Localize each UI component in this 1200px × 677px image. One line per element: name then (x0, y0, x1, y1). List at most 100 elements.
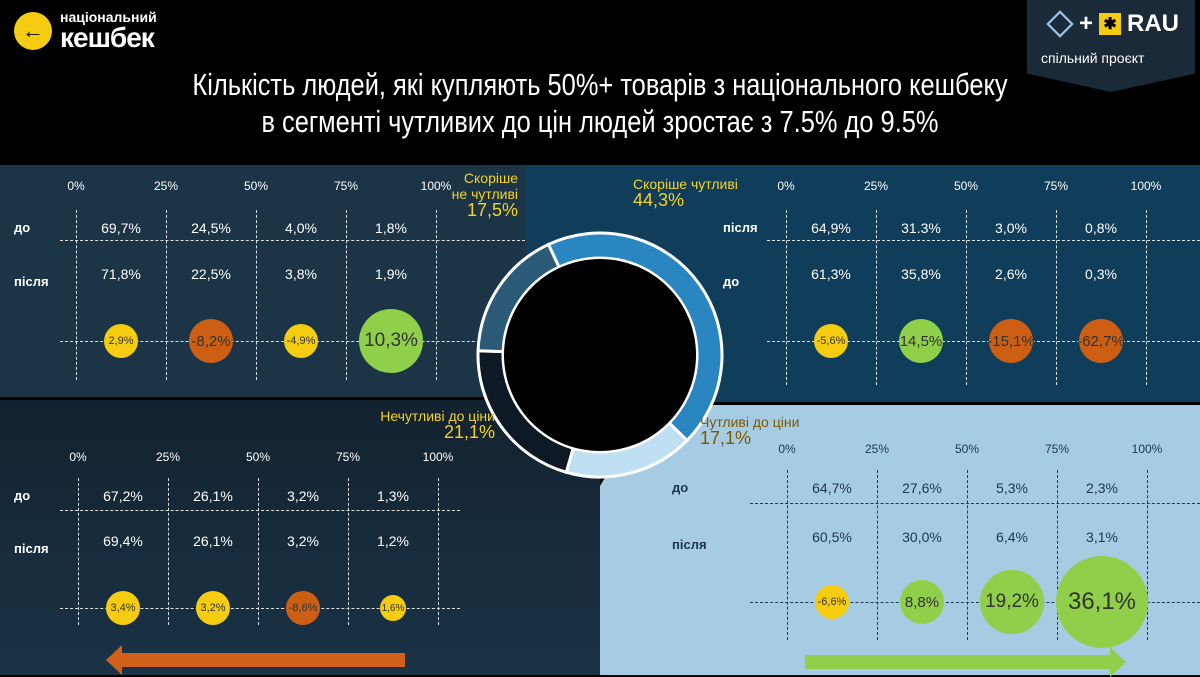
row-label: до (14, 220, 31, 235)
segment-share: 21,1% (443, 422, 495, 442)
change-bubble: -6,6% (815, 585, 849, 619)
grid-vertical-line (876, 210, 877, 385)
cell-value: 27,6% (902, 480, 942, 496)
grid-vertical-line (438, 478, 439, 625)
grid-vertical-line (877, 470, 878, 640)
grid-horizontal-line (60, 510, 460, 511)
axis-tick-label: 50% (954, 442, 980, 456)
partner-badge: + ✱ RAU спільний проєкт (1027, 0, 1195, 92)
change-bubble: 14,5% (899, 319, 943, 363)
cell-value: 67,2% (103, 488, 143, 504)
cell-value: 24,5% (191, 220, 231, 236)
grid-vertical-line (346, 210, 347, 380)
axis-tick-label: 0% (67, 179, 85, 193)
change-bubble: -8,6% (286, 591, 320, 625)
cell-value: 1,9% (375, 266, 407, 282)
cell-value: 31.3% (901, 220, 941, 236)
segment-label: Чутливі до ціни 17,1% (700, 414, 860, 447)
axis-tick-label: 100% (1130, 179, 1162, 193)
cell-value: 30,0% (902, 529, 942, 545)
grid-vertical-line (1056, 210, 1057, 385)
segment-name: Нечутливі до ціни (380, 408, 495, 424)
change-bubble: -8,2% (189, 319, 233, 363)
national-cashback-logo: ← національний кешбек (14, 9, 157, 53)
change-bubble: 36,1% (1056, 556, 1148, 648)
cell-value: 60,5% (812, 529, 852, 545)
axis-tick-label: 0% (778, 442, 796, 456)
axis-tick-label: 25% (153, 179, 179, 193)
cell-value: 2,3% (1086, 480, 1118, 496)
cell-value: 3,0% (995, 220, 1027, 236)
quadrant-rather-insensitive: 0% 25% 50% 75% 100% до 69,7% 24,5% 4,0% 1,8% після… (0, 165, 525, 397)
segment-label: Скоріше чутливі 44,3% (633, 176, 793, 210)
segment-label: Скоріше не чутливі 17,5% (448, 170, 518, 220)
decrease-arrow (106, 645, 405, 675)
cell-value: 0,3% (1085, 266, 1117, 282)
arrow-left-coin-icon: ← (14, 11, 52, 50)
partner-diamond-icon (1046, 10, 1074, 38)
grid-vertical-line (78, 478, 79, 625)
axis-tick-label: 50% (243, 179, 269, 193)
cell-value: 0,8% (1085, 220, 1117, 236)
cell-value: 4,0% (285, 220, 317, 236)
grid-vertical-line (966, 210, 967, 385)
cell-value: 64,9% (811, 220, 851, 236)
axis-tick-label: 50% (245, 450, 271, 464)
change-bubble: -15,1% (987, 319, 1035, 363)
axis-tick-label: 100% (1131, 442, 1163, 456)
segment-name: Чутливі до ціни (700, 414, 800, 430)
cell-value: 61,3% (811, 266, 851, 282)
grid-vertical-line (1147, 470, 1148, 640)
grid-vertical-line (1146, 210, 1147, 385)
row-label: до (672, 480, 689, 495)
cell-value: 69,7% (101, 220, 141, 236)
grid-vertical-line (348, 478, 349, 625)
axis-tick-label: 75% (1043, 179, 1069, 193)
cell-value: 26,1% (193, 533, 233, 549)
grid-vertical-line (787, 470, 788, 640)
change-bubble: 2,9% (104, 324, 138, 358)
grid-horizontal-line (750, 602, 1200, 603)
cell-value: 3,1% (1086, 529, 1118, 545)
rau-name: RAU (1127, 10, 1180, 37)
cell-value: 35,8% (901, 266, 941, 282)
quadrant-insensitive: 0% 25% 50% 75% 100% до 67,2% 26,1% 3,2% 1,3% після… (0, 400, 600, 675)
rau-star-icon: ✱ (1099, 13, 1122, 35)
grid-vertical-line (256, 210, 257, 380)
grid-vertical-line (967, 470, 968, 640)
logo-line2: кешбек (60, 22, 155, 53)
ring-center (504, 259, 696, 451)
row-label: після (14, 274, 49, 289)
cell-value: 64,7% (812, 480, 852, 496)
grid-vertical-line (168, 478, 169, 625)
axis-tick-label: 0% (777, 179, 795, 193)
logo-line1: національний (60, 9, 157, 25)
axis-tick-label: 25% (155, 450, 181, 464)
segment-share: 17,5% (466, 200, 518, 220)
change-bubble: 19,2% (980, 570, 1044, 634)
grid-horizontal-line (767, 240, 1200, 241)
change-bubble: -5,6% (814, 324, 848, 358)
row-label: до (723, 274, 740, 289)
row-label: до (14, 488, 31, 503)
grid-horizontal-line (60, 240, 525, 241)
segment-ring (476, 231, 724, 479)
row-label: після (14, 541, 49, 556)
cell-value: 3,2% (287, 533, 319, 549)
grid-vertical-line (436, 210, 437, 380)
cell-value: 5,3% (996, 480, 1028, 496)
quadrant-sensitive: 0% 25% 50% 75% 100% до 64,7% 27,6% 5,3% 2,3% після… (600, 405, 1200, 675)
cell-value: 1,8% (375, 220, 407, 236)
axis-tick-label: 100% (422, 450, 454, 464)
change-bubble: 1,6% (380, 595, 406, 621)
grid-horizontal-line (60, 608, 460, 609)
segment-share: 44,3% (633, 190, 685, 210)
cell-value: 3,8% (285, 266, 317, 282)
cell-value: 26,1% (193, 488, 233, 504)
grid-vertical-line (786, 210, 787, 385)
segment-name: Скоріше не чутливі (451, 170, 518, 202)
axis-tick-label: 25% (864, 442, 890, 456)
change-bubble: 8,8% (900, 580, 944, 624)
axis-tick-label: 50% (953, 179, 979, 193)
row-label: після (672, 537, 707, 552)
